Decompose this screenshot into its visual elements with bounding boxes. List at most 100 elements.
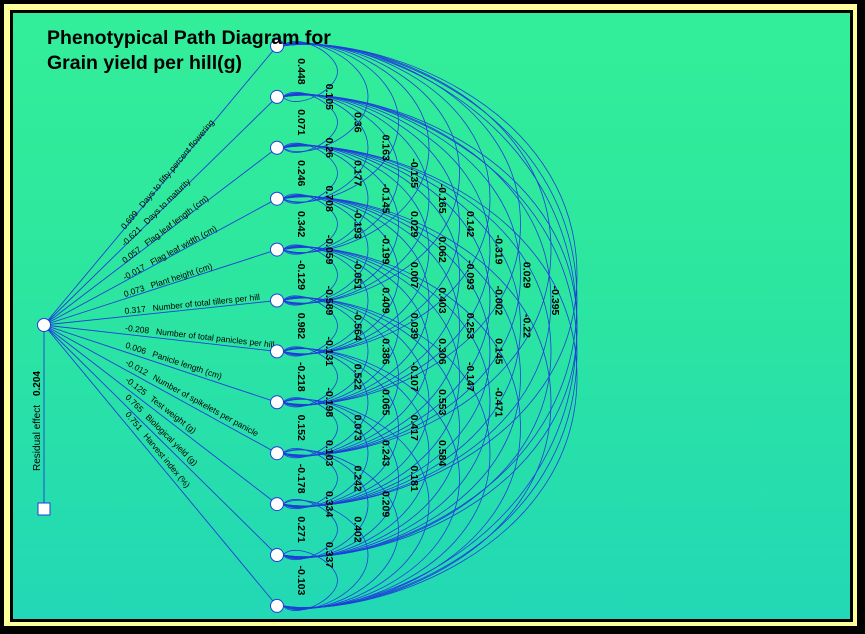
correlation-value: -0.147 (464, 362, 476, 392)
direct-effect-edge (43, 324, 278, 505)
correlation-arc (282, 196, 552, 609)
correlation-value: 0.567 (398, 13, 424, 16)
direct-effect-value: -0.012 (124, 357, 150, 378)
correlation-value: 0.386 (380, 338, 392, 364)
trait-nodes (270, 39, 284, 613)
correlation-arc (282, 397, 338, 459)
correlation-arc (282, 94, 578, 558)
correlation-value: 0.522 (351, 364, 363, 390)
direct-effect-edges (43, 45, 278, 607)
direct-effect-value: -0.208 (125, 323, 150, 336)
correlation-arc (282, 93, 430, 304)
correlation-value: -0.178 (295, 464, 307, 494)
correlation-value: 0.029 (408, 211, 420, 237)
correlation-arc (282, 41, 338, 102)
trait-node (270, 39, 284, 53)
correlation-arc (282, 145, 578, 609)
correlation-arc (282, 144, 399, 305)
correlation-value: 0.177 (351, 160, 363, 186)
correlation-value: -0.167 (340, 13, 370, 16)
correlation-arc (282, 144, 430, 355)
direct-effect-name: Plant height (cm) (149, 261, 213, 290)
residual-group: Residual effect 0.204 (32, 318, 51, 516)
correlation-value: 0.029 (521, 262, 533, 288)
direct-effect-edge (43, 147, 278, 326)
residual-node (37, 502, 51, 516)
direct-effect-value: 0.006 (124, 340, 148, 356)
correlation-arc (282, 297, 430, 508)
correlation-value: -0.22 (521, 314, 533, 338)
correlation-value: -0.131 (323, 337, 335, 367)
residual-label: Residual effect 0.204 (32, 371, 43, 471)
correlation-value: 0.039 (408, 313, 420, 339)
correlation-arc (282, 43, 460, 304)
direct-effect-edge (43, 300, 278, 326)
correlation-arc (282, 398, 399, 559)
correlation-value: 0.152 (295, 415, 307, 441)
correlation-arc (282, 94, 578, 608)
direct-effect-edge (43, 96, 278, 326)
correlation-value: 0.584 (436, 440, 448, 466)
correlation-arc (282, 193, 338, 255)
correlation-value: 0.337 (323, 542, 335, 568)
correlation-value: 0.253 (464, 313, 476, 339)
trait-node (270, 446, 284, 461)
residual-label-text: Residual effect (32, 405, 43, 471)
direct-effect-edge (43, 45, 278, 326)
correlation-value: 0.403 (436, 287, 448, 313)
correlation-value: 0.334 (323, 491, 335, 517)
correlation-value: -0.199 (380, 235, 392, 265)
correlation-arc (282, 347, 399, 508)
correlation-value: 0.342 (295, 211, 307, 237)
direct-effect-label: 0.699Days to fifty percent flowering (119, 117, 216, 231)
correlation-arc (282, 142, 338, 204)
correlation-value: 0.145 (492, 338, 504, 364)
residual-value: 0.204 (32, 371, 43, 396)
correlation-value: -0.218 (295, 362, 307, 392)
direct-effect-edge (43, 324, 278, 454)
correlation-value: -0.051 (351, 260, 363, 290)
trait-node (270, 140, 284, 155)
correlation-arc (282, 42, 430, 253)
correlation-value: -0.589 (323, 286, 335, 316)
correlation-arc (282, 94, 521, 456)
correlation-value: -0.471 (492, 387, 504, 417)
direct-effect-name: Number of total panicles per hill (156, 326, 276, 349)
correlation-arc (282, 91, 338, 153)
direct-effect-label: 0.006Panicle length (cm) (124, 340, 223, 381)
direct-effect-value: 0.073 (122, 283, 146, 299)
direct-effect-edge (43, 324, 278, 352)
diagram-title-line-1: Phenotypical Path Diagram for (47, 27, 331, 49)
correlation-value: 0.163 (380, 135, 392, 161)
correlation-arc (282, 196, 521, 558)
correlation-value: -0.564 (351, 311, 363, 341)
direct-effect-edge (43, 324, 278, 403)
correlation-arc (282, 399, 430, 610)
correlation-value: -0.395 (549, 286, 561, 316)
correlation-value: 0.007 (408, 262, 420, 288)
correlation-value: 0.271 (295, 516, 307, 542)
trait-node (270, 598, 284, 613)
correlation-arc (282, 246, 460, 508)
correlation-value: 0.409 (380, 287, 392, 313)
correlation-arc (282, 144, 460, 406)
correlation-value: -0.193 (351, 209, 363, 239)
grain-yield-node (37, 318, 51, 332)
correlation-value: 0.306 (436, 338, 448, 364)
correlation-value: -0.093 (464, 260, 476, 290)
correlation-value: -0.129 (295, 260, 307, 290)
trait-node (270, 89, 284, 104)
correlation-value: 0.142 (464, 211, 476, 237)
direct-effect-edge (43, 198, 278, 326)
correlation-arc (282, 246, 430, 457)
correlation-arc (282, 43, 578, 507)
correlation-labels: 0.448 0.071 0.246 0.342 -0.129 0.982 -0.218 0.1… (295, 13, 561, 595)
correlation-arc (282, 550, 338, 611)
correlation-arc (282, 499, 338, 560)
correlation-arc (282, 43, 578, 558)
correlation-value: -0.165 (436, 184, 448, 214)
correlation-value: -0.002 (492, 286, 504, 316)
correlation-value: 0.448 (295, 58, 307, 84)
correlation-arc (282, 195, 399, 356)
correlation-value: -0.319 (492, 235, 504, 265)
